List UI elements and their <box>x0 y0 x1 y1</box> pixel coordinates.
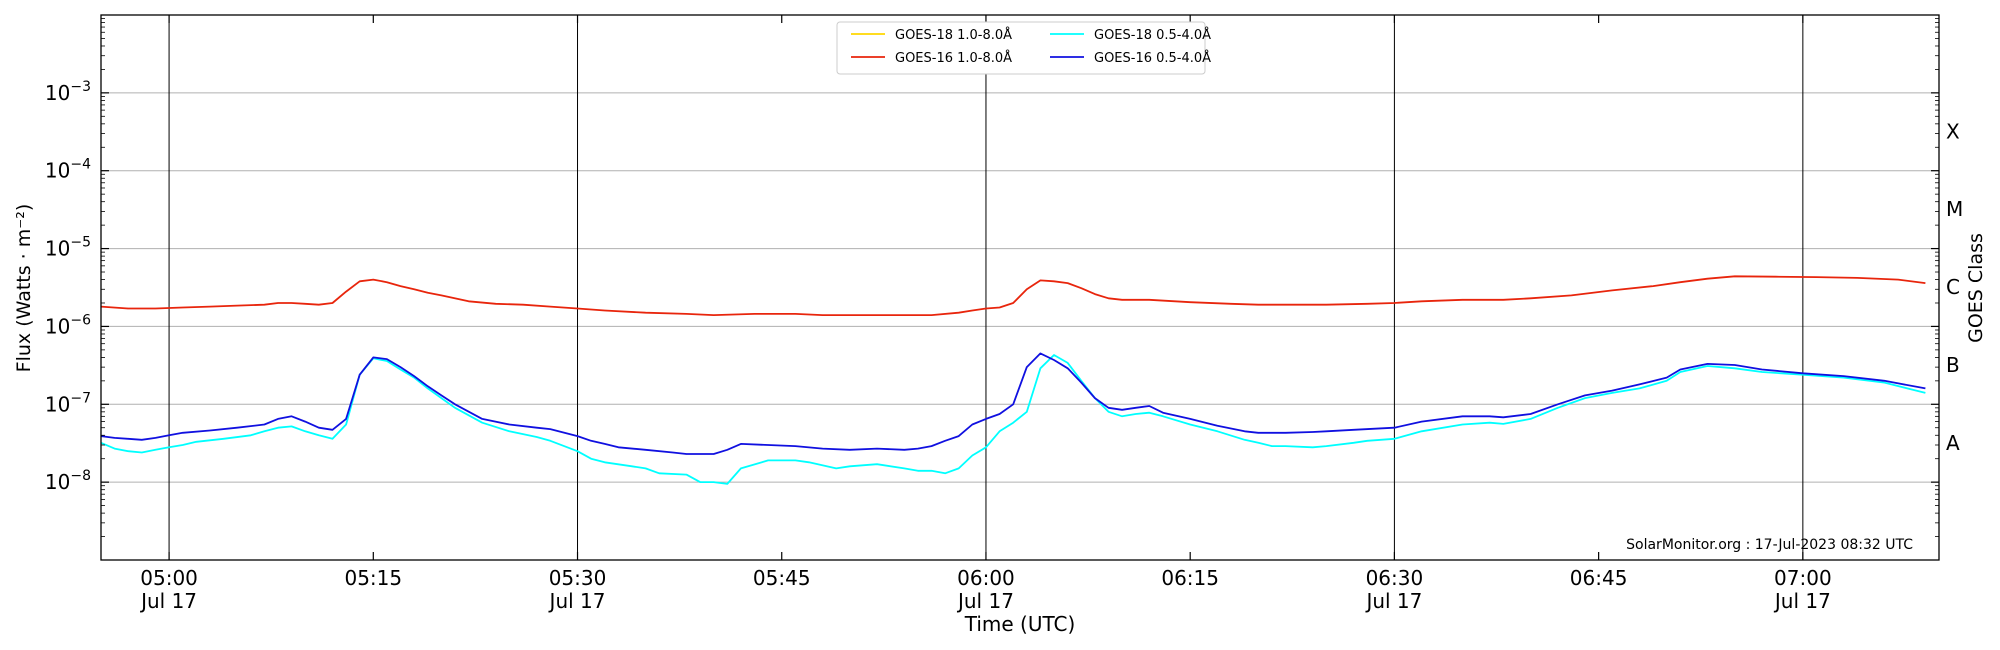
x-tick-label: 05:45 <box>753 566 811 590</box>
y-tick-labels: 10−8 10−7 10−6 10−5 10−4 10−3 <box>45 79 91 494</box>
day-marker-lines <box>168 15 1804 560</box>
series-lines <box>100 275 1926 485</box>
goes-class-label: B <box>1946 353 1960 377</box>
x-tick-label: 06:30 <box>1366 566 1424 590</box>
x-tick-label: 06:15 <box>1161 566 1219 590</box>
goes-class-label: A <box>1946 431 1960 455</box>
plot-frame <box>100 14 1940 561</box>
x-tick-label: 07:00 <box>1774 566 1832 590</box>
x-tick-sublabel: Jul 17 <box>139 589 197 613</box>
y-tick-label: 10−4 <box>45 157 91 183</box>
y-tick-label: 10−8 <box>45 468 91 494</box>
y-axis-label: Flux (Watts · m⁻²) <box>13 204 35 373</box>
x-tick-sublabel: Jul 17 <box>956 589 1014 613</box>
right-axis-label: GOES Class <box>1965 233 1987 343</box>
legend-label: GOES-16 0.5-4.0Å <box>1094 50 1211 66</box>
x-tick-sublabel: Jul 17 <box>1364 589 1422 613</box>
series-line <box>100 275 1926 317</box>
legend-box <box>836 21 1206 75</box>
goes-class-label: X <box>1946 119 1960 143</box>
y-tick-label: 10−5 <box>45 235 91 261</box>
legend-label: GOES-18 0.5-4.0Å <box>1094 27 1211 43</box>
goes-class-labels: A B C M X <box>1946 119 1963 454</box>
x-axis-label: Time (UTC) <box>964 612 1076 636</box>
series-line <box>100 352 1926 455</box>
source-annotation: SolarMonitor.org : 17-Jul-2023 08:32 UTC <box>1626 537 1913 553</box>
x-tick-sublabel: Jul 17 <box>1773 589 1831 613</box>
goes-class-label: C <box>1946 275 1960 299</box>
x-tick-label: 05:15 <box>344 566 402 590</box>
y-tick-label: 10−3 <box>45 79 91 105</box>
y-tick-label: 10−7 <box>45 390 91 416</box>
legend-label: GOES-16 1.0-8.0Å <box>895 50 1012 66</box>
x-tick-label: 05:30 <box>549 566 607 590</box>
horizontal-grid <box>101 92 1939 483</box>
series-line <box>100 354 1926 485</box>
x-tick-label: 06:45 <box>1570 566 1628 590</box>
x-tick-label: 05:00 <box>140 566 198 590</box>
legend-label: GOES-18 1.0-8.0Å <box>895 27 1012 43</box>
y-tick-label: 10−6 <box>45 312 91 338</box>
axis-ticks <box>101 15 1939 560</box>
x-tick-sublabel: Jul 17 <box>548 589 606 613</box>
legend: GOES-18 1.0-8.0Å GOES-16 1.0-8.0Å GOES-18 … <box>836 21 1211 75</box>
goes-class-label: M <box>1946 197 1963 221</box>
x-tick-label: 06:00 <box>957 566 1015 590</box>
